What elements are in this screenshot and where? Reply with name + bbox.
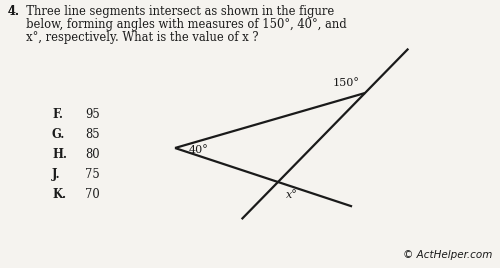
Text: 80: 80 xyxy=(85,148,100,161)
Text: 75: 75 xyxy=(85,168,100,181)
Text: G.: G. xyxy=(52,128,65,141)
Text: H.: H. xyxy=(52,148,67,161)
Text: 150°: 150° xyxy=(333,78,360,88)
Text: x°: x° xyxy=(286,190,298,200)
Text: 4.  Three line segments intersect as shown in the figure: 4. Three line segments intersect as show… xyxy=(8,5,334,18)
Text: 4.: 4. xyxy=(8,5,20,18)
Text: below, forming angles with measures of 150°, 40°, and: below, forming angles with measures of 1… xyxy=(8,18,347,31)
Text: 40°: 40° xyxy=(189,145,209,155)
Text: F.: F. xyxy=(52,108,63,121)
Text: 85: 85 xyxy=(85,128,100,141)
Text: J.: J. xyxy=(52,168,60,181)
Text: K.: K. xyxy=(52,188,66,201)
Text: x°, respectively. What is the value of x ?: x°, respectively. What is the value of x… xyxy=(8,31,258,44)
Text: 70: 70 xyxy=(85,188,100,201)
Text: 95: 95 xyxy=(85,108,100,121)
Text: © ActHelper.com: © ActHelper.com xyxy=(402,250,492,260)
